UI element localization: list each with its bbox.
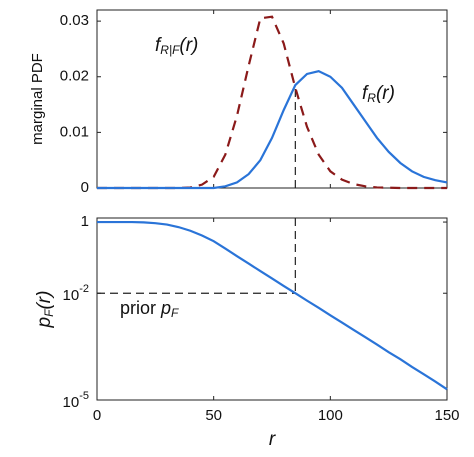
tick-exponent: -5: [79, 390, 89, 402]
annotation: prior pF: [120, 298, 179, 320]
y-tick-label: 1: [81, 213, 89, 230]
y-tick-label: 10-2: [63, 283, 89, 304]
y-tick-label: 0.03: [60, 12, 89, 29]
annotation: fR|F(r): [155, 35, 198, 57]
plot-frame: [96, 9, 448, 189]
tick-exponent: -2: [79, 283, 89, 295]
x-tick-label: 150: [434, 407, 459, 424]
y-axis-label: marginal PDF: [29, 53, 46, 145]
x-axis-label: r: [269, 429, 276, 450]
tick-base: 10: [63, 394, 80, 411]
x-tick-label: 0: [93, 407, 101, 424]
plot-frame: [96, 217, 448, 401]
y-tick-label: 0.02: [60, 68, 89, 85]
series-line: [97, 220, 448, 391]
x-tick-label: 50: [205, 407, 222, 424]
series-line: [97, 70, 448, 190]
y-tick-label: 0.01: [60, 123, 89, 140]
tick-base: 10: [63, 287, 80, 304]
y-tick-label: 0: [81, 179, 89, 196]
y-axis-label: pF(r): [34, 291, 56, 329]
x-tick-label: 100: [318, 407, 343, 424]
annotation: fR(r): [362, 83, 395, 105]
y-tick-label: 10-5: [63, 390, 89, 411]
